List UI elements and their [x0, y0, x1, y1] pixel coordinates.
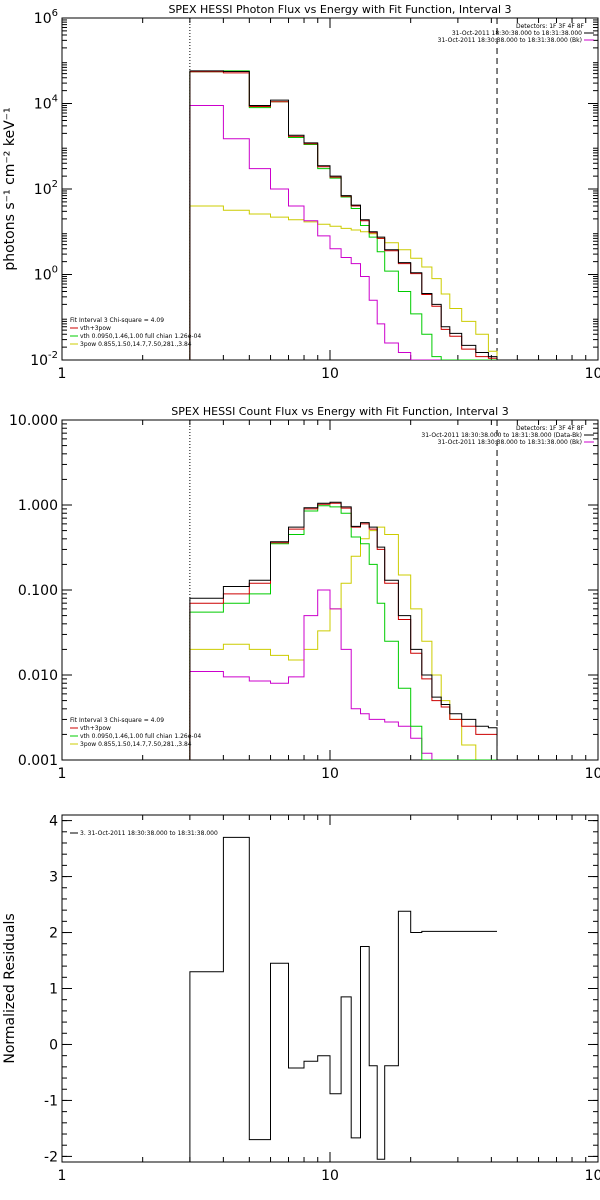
y-axis-label: photons s⁻¹ cm⁻² keV⁻¹ [2, 107, 18, 270]
legend-entry: 31-Oct-2011 18:30:38.000 to 18:31:38.000… [438, 439, 582, 446]
series-red-line [189, 502, 498, 760]
chart-panel-1: SPEX HESSI Photon Flux vs Energy with Fi… [2, 3, 600, 382]
y-tick-label: -2 [44, 1149, 58, 1165]
y-tick-label: 2 [49, 926, 58, 942]
fit-legend-entry: vth+3pow [80, 725, 111, 732]
y-tick-label: 106 [34, 8, 58, 27]
legend-entry: 31-Oct-2011 18:30:38.000 to 18:31:38.000… [421, 432, 582, 439]
y-tick-label: 0.001 [18, 753, 58, 769]
y-tick-label: 0.100 [18, 583, 58, 599]
series-yellow-line [189, 205, 498, 360]
legend-header: Detectors: 1F 3F 4F 8F [516, 425, 585, 432]
y-tick-label: 104 [34, 94, 58, 113]
series-green-line [189, 505, 497, 760]
x-tick-label: 10 [321, 766, 339, 782]
y-axis-label: Normalized Residuals [2, 913, 18, 1063]
series-black-line [189, 501, 498, 760]
y-tick-label: 10-2 [30, 350, 58, 369]
x-tick-label: 1 [58, 766, 67, 782]
series-black-line [189, 70, 498, 360]
x-tick-label: 1 [58, 366, 67, 382]
fit-legend-entry: vth 0.0950,1.46,1.00 full chian 1.26e-04 [80, 733, 201, 740]
series-group [189, 501, 498, 760]
y-tick-label: 100 [34, 265, 58, 284]
series-group [189, 70, 498, 360]
y-tick-label: 102 [34, 179, 58, 198]
series-red-line [189, 71, 498, 360]
plot-frame [61, 814, 599, 1163]
fit-legend-entry: 3pow 0.855,1.50,14.7,7.50,281.,3.84 [80, 341, 192, 348]
chart-title: SPEX HESSI Photon Flux vs Energy with Fi… [168, 3, 511, 16]
fit-legend-entry: 3. 31-Oct-2011 18:30:38.000 to 18:31:38.… [80, 830, 218, 837]
y-tick-label: 1 [49, 982, 58, 998]
fit-legend-header: Fit Interval 3 Chi-square = 4.09 [70, 317, 164, 324]
x-tick-label: 100 [585, 766, 600, 782]
plot-frame [61, 17, 599, 361]
chart-panel-2: SPEX HESSI Count Flux vs Energy with Fit… [9, 405, 600, 782]
fit-legend-entry: vth 0.0950,1.46,1.00 full chian 1.26e-04 [80, 333, 201, 340]
y-tick-label: -1 [44, 1093, 58, 1109]
series-black-line [189, 836, 497, 1162]
fit-legend-entry: vth+3pow [80, 325, 111, 332]
fit-legend-header: Fit Interval 3 Chi-square = 4.09 [70, 717, 164, 724]
x-tick-label: 1 [58, 1168, 67, 1184]
x-tick-label: 10 [321, 1168, 339, 1184]
series-magenta-line [189, 105, 497, 360]
series-group [189, 836, 497, 1162]
chart-panel-3: 1 10 100 -2 -1 0 1 2 3 4 Normalized Residuals 3. 31… [2, 814, 600, 1184]
series-magenta-line [189, 589, 497, 760]
chart-title: SPEX HESSI Count Flux vs Energy with Fit… [171, 405, 508, 418]
legend-entry: 31-Oct-2011 18:30:38.000 to 18:31:38.000… [438, 37, 582, 44]
y-tick-label: 0.010 [18, 668, 58, 684]
y-tick-label: 4 [49, 814, 58, 830]
x-tick-label: 100 [585, 1168, 600, 1184]
x-tick-label: 10 [321, 366, 339, 382]
y-tick-label: 3 [49, 870, 58, 886]
y-tick-label: 1.000 [18, 498, 58, 514]
x-tick-label: 100 [585, 366, 600, 382]
series-green-line [189, 70, 497, 360]
series-yellow-line [189, 526, 497, 760]
y-tick-label: 0 [49, 1037, 58, 1053]
fit-legend-entry: 3pow 0.855,1.50,14.7,7.50,281.,3.84 [80, 741, 192, 748]
legend-entry: 31-Oct-2011 18:30:38.000 to 18:31:38.000 [452, 30, 582, 37]
legend-header: Detectors: 1F 3F 4F 8F [516, 23, 585, 30]
y-tick-label: 10.000 [9, 413, 58, 429]
